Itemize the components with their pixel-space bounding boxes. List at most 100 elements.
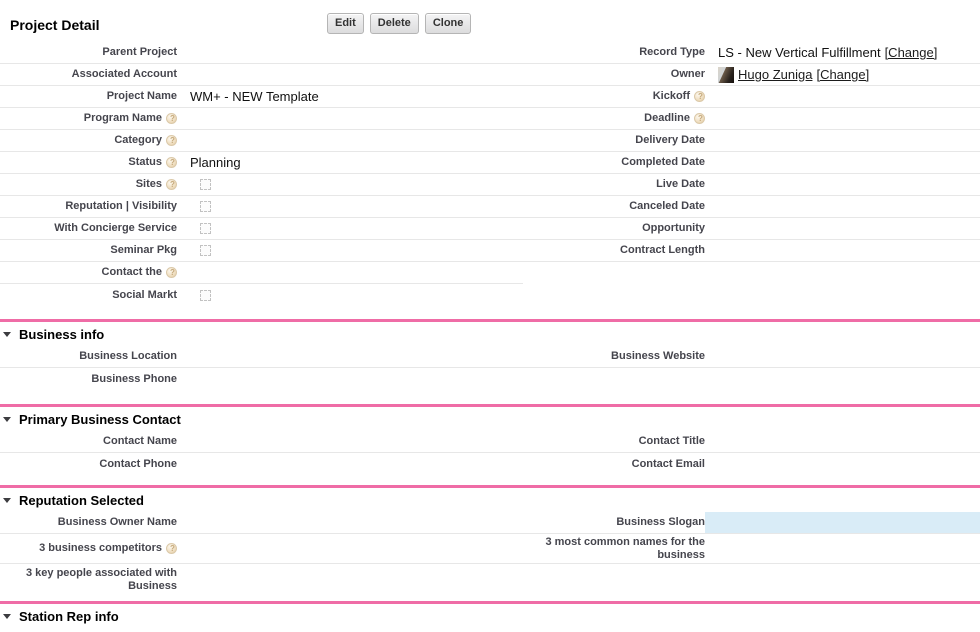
table-row: Associated Account Owner Hugo Zuniga [Cha… (0, 64, 980, 86)
label-text: Seminar Pkg (110, 244, 177, 256)
label-text: Project Name (106, 90, 177, 102)
key-people-value (177, 564, 523, 596)
with-concierge-service-label: With Concierge Service (0, 218, 177, 239)
section-primary-business-contact: Primary Business Contact Contact Name Co… (0, 404, 980, 485)
record-type-label: Record Type (523, 42, 705, 63)
section-title: Business info (19, 326, 105, 342)
spacer (0, 475, 980, 485)
section-header-primary-business-contact[interactable]: Primary Business Contact (0, 407, 980, 431)
help-icon[interactable] (166, 179, 177, 190)
record-type-change-link[interactable]: [Change] (884, 45, 938, 60)
social-markt-label: Social Markt (0, 284, 177, 306)
associated-account-value (177, 64, 523, 85)
edit-button[interactable]: Edit (327, 13, 364, 34)
key-people-label: 3 key people associated with Business (0, 564, 177, 596)
completed-date-value (705, 152, 980, 173)
business-slogan-value[interactable] (705, 512, 980, 533)
help-icon[interactable] (166, 135, 177, 146)
label-text: Contact Phone (99, 457, 177, 470)
section-header-business-info[interactable]: Business info (0, 322, 980, 346)
table-row: Status Planning Completed Date (0, 152, 980, 174)
checkbox-unchecked-icon (200, 223, 211, 234)
label-text: Social Markt (112, 288, 177, 301)
table-row: Business Phone (0, 368, 980, 390)
button-bar: Edit Delete Clone (327, 13, 472, 34)
help-icon[interactable] (166, 113, 177, 124)
section-header-reputation-selected[interactable]: Reputation Selected (0, 488, 980, 512)
checkbox-unchecked-icon (200, 245, 211, 256)
collapse-triangle-icon[interactable] (3, 613, 11, 619)
value-text: LS - New Vertical Fulfillment (718, 45, 881, 60)
label-text: Deadline (644, 112, 690, 124)
live-date-label: Live Date (523, 174, 705, 195)
help-icon[interactable] (166, 157, 177, 168)
label-text: Contact Title (638, 435, 705, 447)
table-row: Category Delivery Date (0, 130, 980, 152)
contact-title-label: Contact Title (523, 431, 705, 452)
collapse-triangle-icon[interactable] (3, 497, 11, 503)
label-text: 3 business competitors (39, 542, 162, 554)
completed-date-label: Completed Date (523, 152, 705, 173)
parent-project-label: Parent Project (0, 42, 177, 63)
section-business-info: Business info Business Location Business… (0, 319, 980, 404)
seminar-pkg-label: Seminar Pkg (0, 240, 177, 261)
business-website-value (705, 346, 980, 367)
label-text: Category (114, 134, 162, 146)
label-text: 3 key people associated with Business (25, 567, 177, 592)
label-text: Canceled Date (629, 200, 705, 212)
spacer (0, 306, 980, 319)
business-phone-value (177, 368, 523, 390)
common-names-value (705, 534, 980, 563)
clone-button[interactable]: Clone (424, 13, 472, 34)
help-icon[interactable] (166, 543, 177, 554)
contact-email-value (705, 453, 980, 475)
label-text: Business Owner Name (57, 516, 177, 528)
label-text: Contact Email (631, 457, 705, 470)
contact-name-label: Contact Name (0, 431, 177, 452)
owner-value: Hugo Zuniga [Change] (705, 64, 980, 85)
label-text: 3 most common names for the business (545, 535, 705, 561)
owner-change-link[interactable]: [Change] (816, 67, 870, 82)
help-icon[interactable] (694, 91, 705, 102)
business-phone-label: Business Phone (0, 368, 177, 390)
empty-cell (523, 262, 980, 284)
parent-project-value (177, 42, 523, 63)
collapse-triangle-icon[interactable] (3, 331, 11, 337)
label-text: Parent Project (102, 46, 177, 58)
label-text: Reputation | Visibility (65, 200, 177, 212)
sites-label: Sites (0, 174, 177, 195)
label-text: Business Website (611, 350, 705, 362)
table-row: Contact Name Contact Title (0, 431, 980, 453)
delete-button[interactable]: Delete (369, 13, 419, 34)
table-row: Program Name Deadline (0, 108, 980, 130)
table-row: Project Name WM+ - NEW Template Kickoff (0, 86, 980, 108)
help-icon[interactable] (694, 113, 705, 124)
table-row: 3 key people associated with Business (0, 564, 980, 596)
canceled-date-label: Canceled Date (523, 196, 705, 217)
value-text: WM+ - NEW Template (190, 89, 319, 104)
status-label: Status (0, 152, 177, 173)
canceled-date-value (705, 196, 980, 217)
checkbox-unchecked-icon (200, 289, 211, 301)
section-header-station-rep-info[interactable]: Station Rep info (0, 604, 980, 628)
collapse-triangle-icon[interactable] (3, 416, 11, 422)
section-reputation-selected: Reputation Selected Business Owner Name … (0, 485, 980, 601)
empty-cell (523, 284, 980, 306)
value-text: Planning (190, 155, 241, 170)
sites-value (177, 174, 523, 195)
contact-name-value (177, 431, 523, 452)
contract-length-label: Contract Length (523, 240, 705, 261)
category-label: Category (0, 130, 177, 151)
label-text: Business Phone (91, 372, 177, 385)
empty-cell (523, 368, 980, 390)
status-value: Planning (177, 152, 523, 173)
checkbox-unchecked-icon (200, 179, 211, 190)
opportunity-value (705, 218, 980, 239)
program-name-label: Program Name (0, 108, 177, 129)
help-icon[interactable] (166, 267, 177, 278)
table-row: Seminar Pkg Contract Length (0, 240, 980, 262)
section-title: Station Rep info (19, 608, 119, 624)
business-website-label: Business Website (523, 346, 705, 367)
category-value (177, 130, 523, 151)
owner-link[interactable]: Hugo Zuniga (738, 67, 813, 82)
